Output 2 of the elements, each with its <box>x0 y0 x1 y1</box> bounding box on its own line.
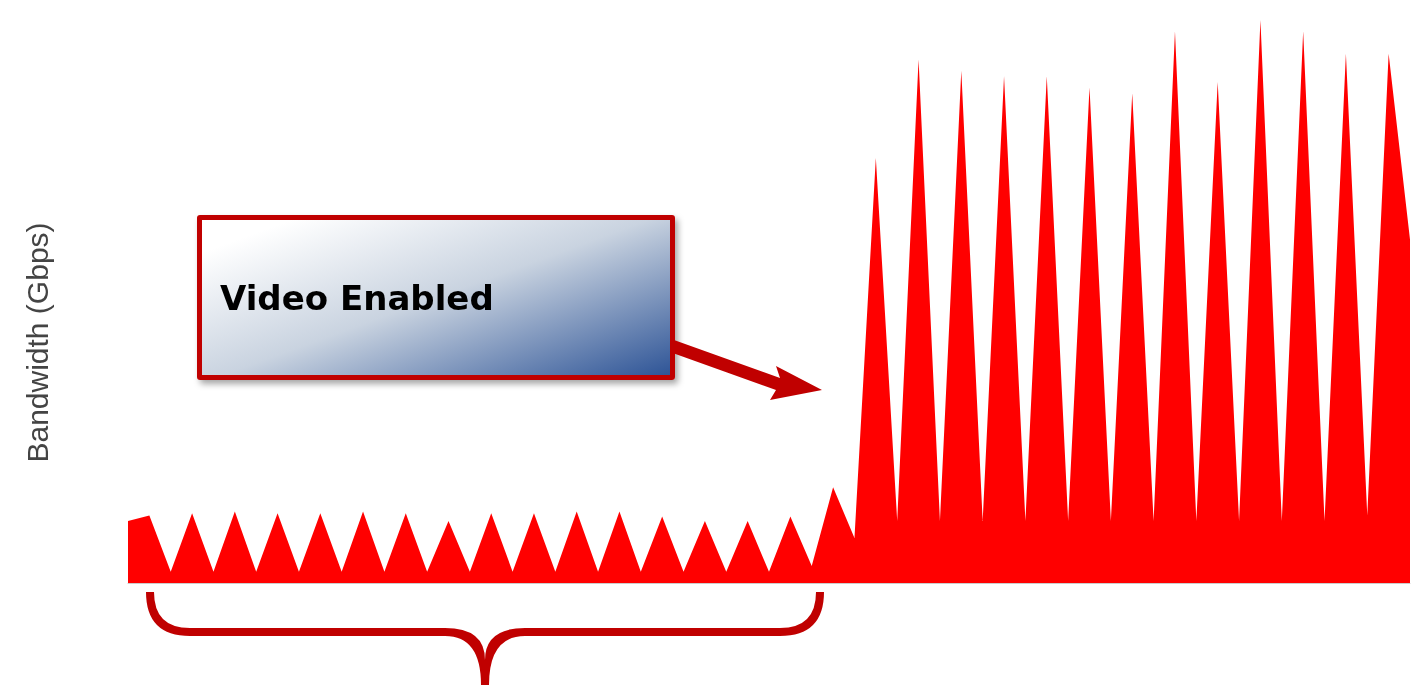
y-axis-title: Bandwidth (Gbps) <box>20 222 54 463</box>
callout-box: Video Enabled <box>197 215 675 380</box>
